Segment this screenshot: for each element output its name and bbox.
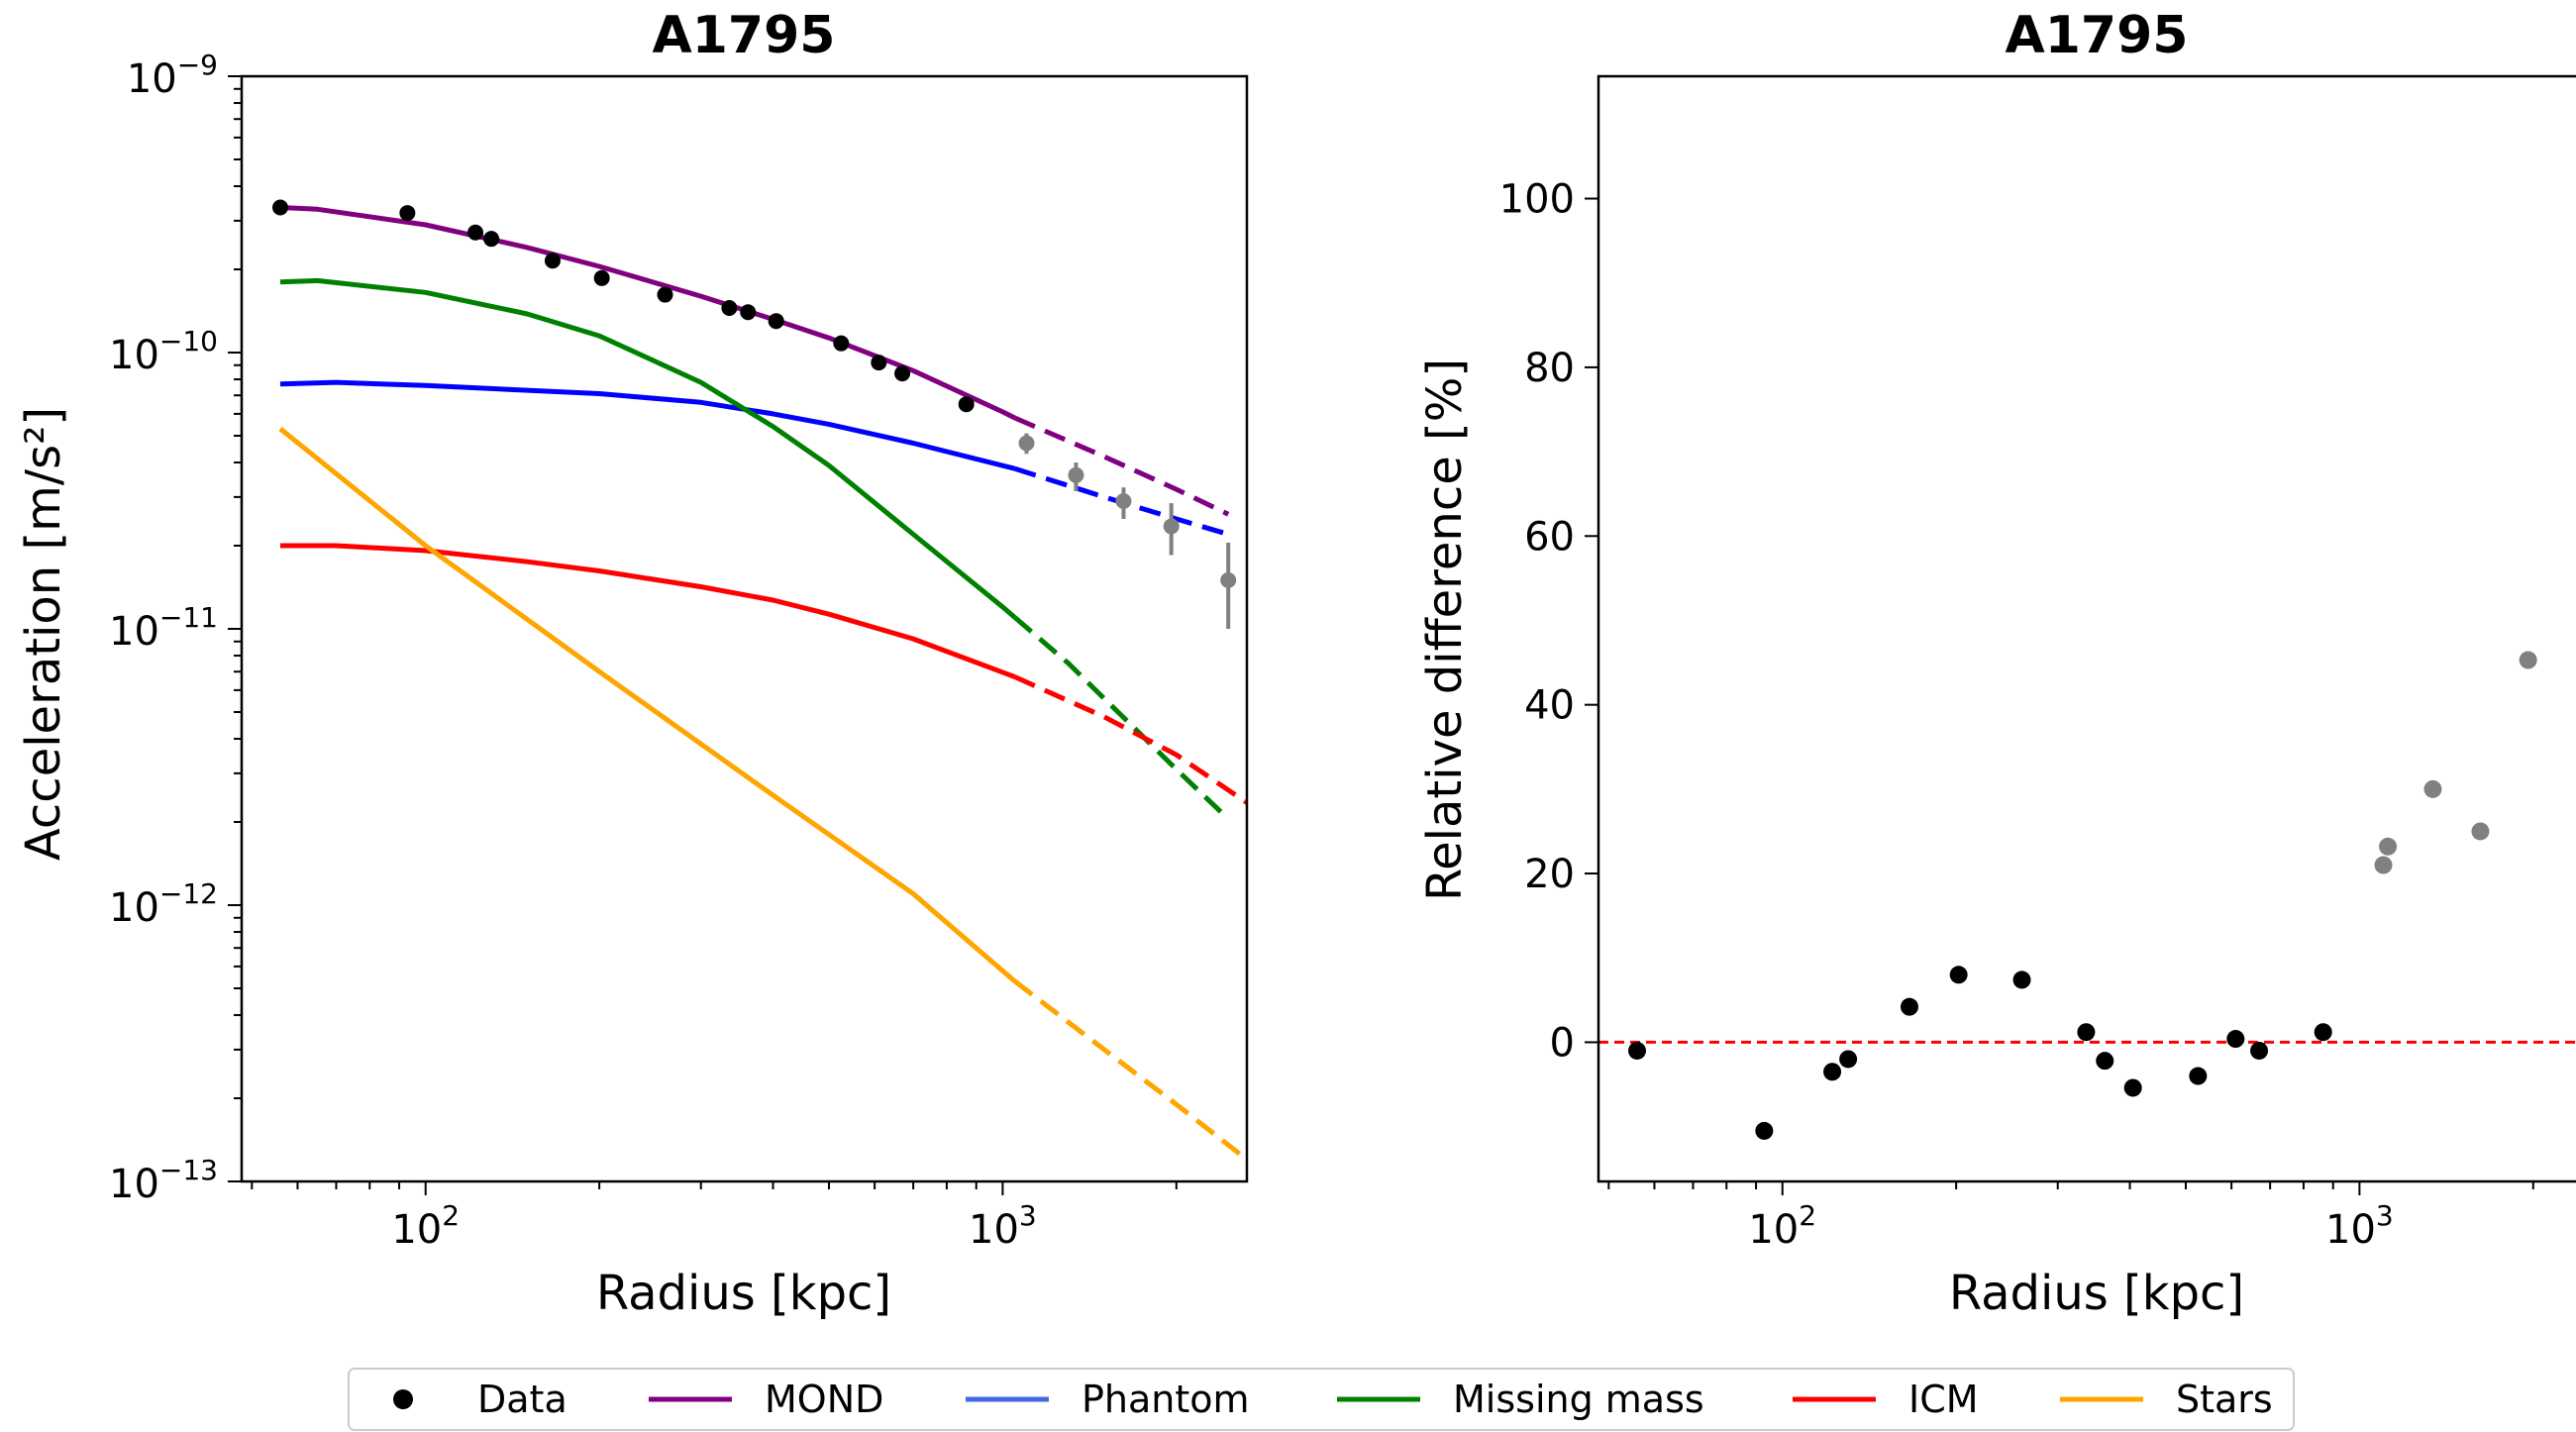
extrapolated-point: [2519, 651, 2537, 669]
axes-frame: [240, 74, 1249, 1183]
icm-dashed-extension: [1013, 674, 1249, 805]
mond-dashed-extension: [1013, 415, 1230, 517]
data-point: [1949, 966, 1968, 984]
data-point: [2123, 1078, 2142, 1097]
y-tick-label: 10−11: [109, 601, 218, 655]
y-tick-label: 40: [1524, 683, 1575, 729]
data-point: [833, 335, 850, 352]
legend-marker-data: [393, 1389, 413, 1409]
y-axis-label: Acceleration [m/s²]: [16, 407, 71, 861]
y-tick-label: 80: [1524, 346, 1575, 391]
axes-frame: [1597, 74, 2576, 1183]
extrapolated-point: [2471, 822, 2490, 841]
chart-title: A1795: [653, 6, 836, 65]
y-tick-label: 10−9: [127, 49, 218, 102]
data-point: [1900, 997, 1918, 1016]
y-axis-label: Relative difference [%]: [1417, 358, 1473, 901]
phantom-dashed-extension: [1013, 465, 1229, 537]
phantom-line: [279, 379, 1016, 471]
stars-line: [278, 426, 1017, 983]
plot-area: [272, 199, 1249, 1162]
extrapolated-point: [2379, 837, 2398, 856]
data-point: [2077, 1023, 2096, 1042]
extrapolated-point: [1068, 466, 1084, 483]
legend-label-icm: ICM: [1908, 1378, 1979, 1421]
x-tick-label: 102: [1748, 1199, 1816, 1253]
x-tick-label: 103: [2325, 1199, 2394, 1253]
data-point: [894, 365, 911, 382]
tick-group: 102 103 0 20 40 60 80 100: [1499, 177, 2534, 1253]
data-point: [272, 199, 289, 216]
data-point: [483, 231, 500, 248]
x-axis-label: Radius [kpc]: [596, 1266, 891, 1321]
data-point: [1839, 1050, 1858, 1069]
extrapolated-point: [2423, 779, 2442, 798]
x-tick-label: 103: [969, 1199, 1037, 1253]
legend-label-stars: Stars: [2176, 1378, 2273, 1421]
data-point: [399, 205, 416, 222]
tick-group: 102 103 10−9 10−10 10−11 10−12 10−13: [109, 49, 1178, 1253]
data-point: [2226, 1030, 2245, 1049]
legend-label-missing-mass: Missing mass: [1453, 1378, 1704, 1421]
y-tick-label: 20: [1524, 852, 1575, 897]
extrapolated-point: [1115, 492, 1132, 509]
legend-box: [348, 1368, 2295, 1431]
relative-difference-chart: A1795 Relative difference [%] Radius [kp…: [1417, 6, 2576, 1321]
y-tick-label: 100: [1499, 177, 1575, 223]
mond-line: [279, 205, 1016, 421]
legend-label-mond: MOND: [765, 1378, 883, 1421]
x-tick-label: 102: [391, 1199, 460, 1253]
data-point: [1755, 1121, 1774, 1140]
y-tick-label: 0: [1550, 1020, 1575, 1066]
data-point: [2314, 1023, 2332, 1042]
acceleration-chart: A1795 Acceleration [m/s²] Radius [kpc] 1…: [16, 6, 1249, 1321]
data-point: [871, 355, 887, 371]
extrapolated-point: [1163, 518, 1180, 535]
data-point: [958, 396, 975, 413]
extrapolated-point: [2374, 856, 2393, 874]
data-point: [1628, 1041, 1647, 1060]
data-point: [2189, 1067, 2208, 1085]
data-point: [467, 224, 484, 241]
data-point: [2096, 1052, 2114, 1071]
data-point: [1823, 1063, 1842, 1081]
data-point: [721, 299, 738, 316]
icm-line: [280, 543, 1016, 679]
extrapolated-point: [1220, 571, 1237, 588]
y-tick-label: 10−13: [109, 1154, 218, 1207]
data-point: [544, 253, 561, 269]
legend-label-phantom: Phantom: [1082, 1378, 1250, 1421]
y-tick-label: 10−12: [109, 877, 218, 931]
data-point: [740, 304, 757, 321]
plot-area: [1598, 651, 2576, 1140]
stars-dashed-extension: [1013, 978, 1249, 1162]
legend: Data MOND Phantom Missing mass ICM Stars: [348, 1368, 2295, 1431]
data-point: [2012, 971, 2031, 989]
y-tick-label: 10−10: [109, 325, 218, 378]
data-point: [768, 313, 784, 330]
data-point: [2250, 1041, 2269, 1060]
missing-mass-line: [279, 277, 1017, 620]
chart-title: A1795: [2006, 6, 2189, 65]
data-point: [657, 286, 673, 303]
legend-label-data: Data: [477, 1378, 567, 1421]
x-axis-label: Radius [kpc]: [1949, 1266, 2244, 1321]
y-tick-label: 60: [1524, 514, 1575, 560]
extrapolated-point: [1018, 435, 1035, 452]
missing-mass-dashed-extension: [1013, 615, 1230, 821]
data-point: [593, 269, 610, 286]
